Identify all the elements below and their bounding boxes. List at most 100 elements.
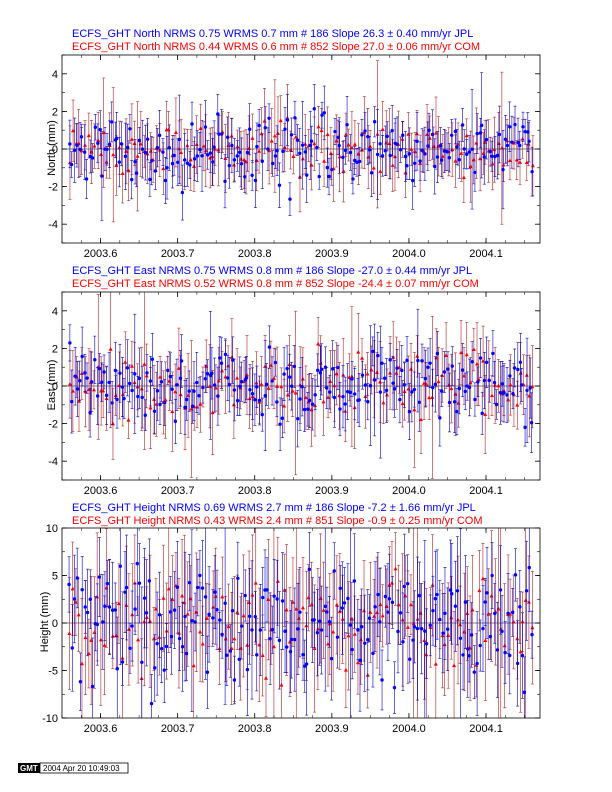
com-point [337, 121, 342, 193]
marker [488, 149, 492, 154]
marker [78, 680, 83, 684]
jpl-point [75, 547, 79, 609]
marker [358, 637, 363, 642]
com-point [70, 541, 75, 636]
jpl-point [308, 110, 312, 180]
jpl-point [152, 388, 157, 435]
jpl-point [226, 354, 230, 401]
marker [440, 373, 445, 377]
jpl-point [223, 154, 227, 209]
jpl-point [260, 133, 264, 189]
marker [508, 374, 512, 378]
com-point [362, 560, 367, 662]
marker [356, 349, 361, 354]
marker [325, 132, 330, 137]
marker [412, 387, 417, 392]
marker [261, 595, 265, 600]
marker [98, 127, 102, 132]
jpl-point [455, 129, 459, 165]
marker [291, 154, 296, 158]
marker [396, 602, 401, 607]
jpl-point [298, 127, 302, 179]
marker [315, 631, 320, 635]
jpl-point [317, 576, 322, 666]
jpl-point [289, 361, 294, 411]
marker [373, 605, 377, 609]
marker [149, 158, 154, 163]
marker [426, 365, 430, 369]
jpl-point [310, 378, 315, 431]
marker [223, 352, 228, 357]
jpl-point [275, 386, 279, 418]
jpl-point [407, 383, 412, 440]
y-tick-label: -2 [48, 419, 58, 431]
jpl-point [497, 105, 502, 164]
jpl-point [378, 568, 382, 676]
marker [386, 610, 390, 614]
jpl-point [173, 398, 178, 444]
com-point [527, 354, 532, 438]
marker [207, 612, 211, 617]
com-point [117, 351, 122, 420]
marker [349, 616, 354, 621]
jpl-point [140, 366, 144, 429]
com-point [76, 577, 81, 652]
com-point [173, 97, 178, 168]
jpl-point [110, 101, 114, 143]
marker [471, 347, 476, 352]
marker [133, 607, 137, 611]
jpl-point [275, 559, 279, 639]
marker [318, 596, 323, 600]
marker [316, 124, 321, 129]
marker [150, 357, 155, 361]
marker [315, 145, 319, 150]
com-point [365, 352, 370, 397]
marker [369, 367, 374, 372]
jpl-point [218, 336, 222, 380]
marker [68, 341, 72, 345]
marker [116, 601, 121, 606]
jpl-point [227, 142, 232, 189]
marker [142, 619, 147, 624]
marker [137, 138, 142, 143]
jpl-point [203, 364, 208, 393]
jpl-point [198, 132, 202, 168]
marker [242, 157, 247, 162]
com-point [166, 528, 171, 653]
jpl-point [237, 632, 241, 687]
marker [227, 382, 231, 387]
marker [108, 346, 113, 351]
jpl-point [90, 143, 95, 173]
marker [123, 360, 128, 364]
marker [220, 632, 224, 637]
marker [312, 646, 317, 651]
jpl-point [353, 367, 357, 421]
marker [129, 364, 134, 368]
com-point [424, 361, 429, 407]
marker [176, 630, 181, 635]
marker [260, 653, 265, 657]
jpl-point [380, 347, 384, 380]
com-point [328, 127, 333, 180]
jpl-point [239, 137, 244, 190]
jpl-point [384, 357, 389, 423]
jpl-point [210, 347, 214, 400]
jpl-point [356, 599, 360, 661]
marker [229, 646, 234, 651]
com-point [244, 335, 249, 415]
marker [516, 367, 520, 372]
marker [318, 360, 323, 365]
marker [436, 379, 441, 384]
marker [390, 600, 395, 605]
jpl-point [518, 130, 522, 161]
jpl-point [528, 357, 532, 419]
marker [420, 359, 424, 363]
marker [226, 143, 231, 148]
marker [496, 383, 501, 388]
marker [148, 177, 152, 182]
jpl-point [333, 118, 337, 146]
marker [169, 634, 174, 639]
com-point [176, 578, 181, 689]
marker [84, 177, 89, 181]
jpl-point [183, 380, 187, 435]
